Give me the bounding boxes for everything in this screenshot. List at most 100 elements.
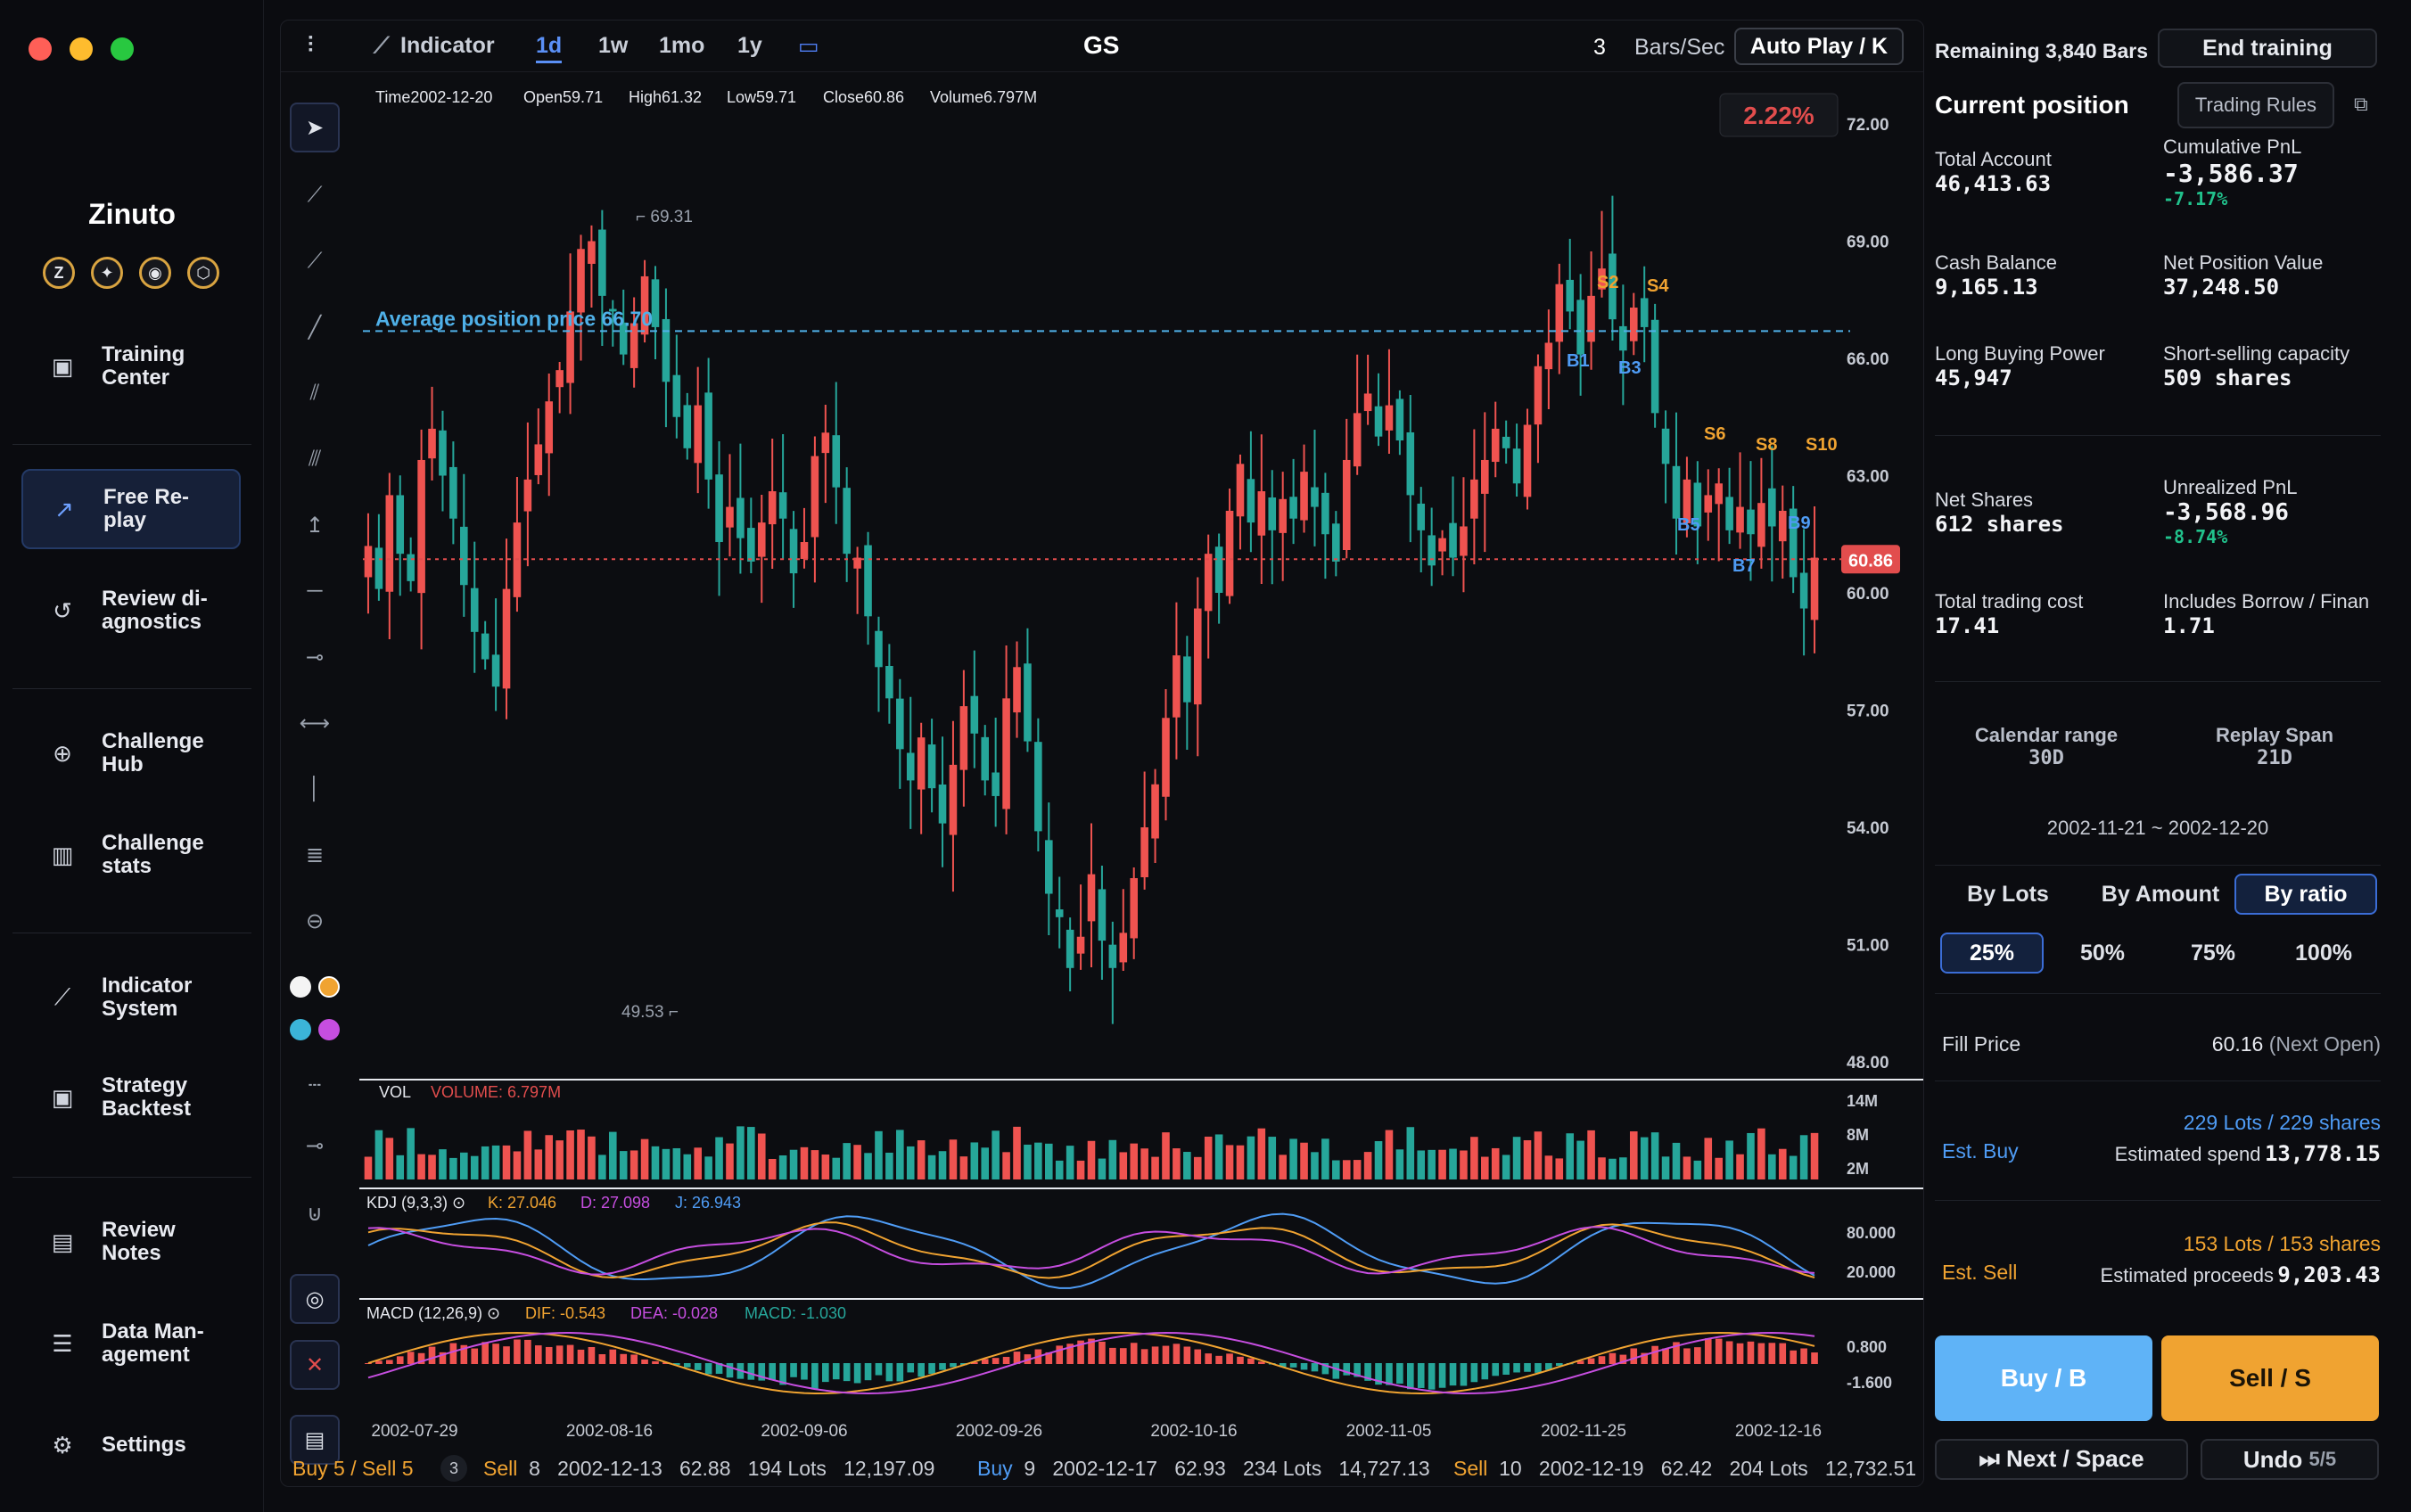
- candle-body: [811, 456, 819, 538]
- backtest-icon: ▣: [51, 1083, 74, 1111]
- auto-play-button[interactable]: Auto Play / K: [1734, 28, 1904, 65]
- macd-histogram-bar: [1258, 1361, 1265, 1364]
- color-white-swatch[interactable]: [290, 962, 340, 1012]
- indicator-button[interactable]: Indicator: [400, 33, 495, 58]
- macd-histogram-bar: [1099, 1341, 1106, 1364]
- sidebar-item-training-center[interactable]: ▣ Training Center: [21, 326, 241, 407]
- channel-tool-icon[interactable]: ⫽: [309, 381, 320, 405]
- trade-item[interactable]: Sell 8 2002-12-13 62.88 194 Lots 12,197.…: [483, 1457, 935, 1480]
- trade-item[interactable]: Sell 10 2002-12-19 62.42 204 Lots 12,732…: [1453, 1457, 1917, 1480]
- coin-star-icon[interactable]: ✦: [91, 257, 123, 289]
- volume-bar: [1650, 1132, 1659, 1179]
- notes-icon: ▤: [51, 1228, 74, 1255]
- extended-line-tool-icon[interactable]: ⟷: [299, 711, 331, 735]
- horizontal-ray-tool-icon[interactable]: ⊸: [305, 645, 325, 670]
- sidebar-item-free-replay[interactable]: ↗ Free Re- play: [21, 469, 241, 549]
- magnet-icon[interactable]: ⊍: [307, 1201, 323, 1226]
- candle-body: [1810, 557, 1819, 620]
- mode-by-ratio[interactable]: By ratio: [2234, 874, 2377, 915]
- ratio-100-button[interactable]: 100%: [2295, 940, 2352, 966]
- coin-hex-icon[interactable]: ⬡: [187, 257, 219, 289]
- candle-body: [1768, 488, 1776, 527]
- sidebar-item-indicator-system[interactable]: ⟋ Indicator System: [21, 957, 241, 1038]
- price-chart[interactable]: Time2002-12-20 Open59.71 High61.32 Low59.71…: [281, 21, 1924, 1487]
- horizontal-line-tool-icon[interactable]: ─: [307, 579, 323, 603]
- sidebar-item-challenge-hub[interactable]: ⊕ Challenge Hub: [21, 713, 241, 793]
- volume-bar: [1544, 1155, 1553, 1179]
- interval-1mo-tab[interactable]: 1mo: [659, 33, 705, 58]
- candle-body: [1576, 300, 1584, 355]
- next-bar-button[interactable]: ⏭ Next / Space: [1935, 1439, 2188, 1480]
- ratio-25-button[interactable]: 25%: [1940, 933, 2044, 974]
- parallel-tool-icon[interactable]: ⫻: [308, 447, 322, 471]
- macd-histogram-bar: [1237, 1356, 1244, 1364]
- ratio-50-button[interactable]: 50%: [2079, 940, 2126, 966]
- speed-value[interactable]: 3: [1593, 35, 1606, 60]
- minimize-window-button[interactable]: [70, 37, 93, 61]
- volume-bar: [1353, 1160, 1362, 1179]
- hide-drawings-icon[interactable]: ◎: [290, 1274, 340, 1324]
- cursor-tool-icon[interactable]: ➤: [290, 103, 340, 152]
- trading-panel: Remaining 3,840 Bars End training Curren…: [1935, 20, 2390, 1487]
- layout-toggle-icon[interactable]: ▭: [798, 34, 819, 59]
- volume-bar: [906, 1146, 915, 1179]
- mode-by-lots[interactable]: By Lots: [1967, 881, 2049, 907]
- vertical-arrow-tool-icon[interactable]: ↥: [305, 513, 325, 538]
- sidebar-item-review-notes[interactable]: ▤ Review Notes: [21, 1202, 241, 1282]
- macd-label: MACD (12,26,9) ⊙: [366, 1304, 500, 1322]
- ratio-75-button[interactable]: 75%: [2190, 940, 2236, 966]
- coin-z-icon[interactable]: Z: [43, 257, 75, 289]
- trading-rules-button[interactable]: Trading Rules: [2177, 82, 2334, 128]
- volume-bar: [1268, 1137, 1277, 1179]
- fib-tool-icon[interactable]: ≣: [305, 842, 325, 867]
- macd-histogram-bar: [417, 1352, 425, 1364]
- mode-by-amount[interactable]: By Amount: [2101, 881, 2220, 907]
- interval-1d-tab[interactable]: 1d: [536, 33, 563, 63]
- sidebar-item-data-management[interactable]: ☰ Data Man- agement: [21, 1303, 241, 1384]
- candle-body: [545, 401, 554, 454]
- line-tool-icon[interactable]: ╱: [308, 315, 322, 340]
- vertical-line-tool-icon[interactable]: │: [308, 777, 322, 801]
- trade-item[interactable]: Buy 9 2002-12-17 62.93 234 Lots 14,727.1…: [977, 1457, 1430, 1480]
- kdj-j-value: J: 26.943: [675, 1194, 741, 1212]
- end-training-button[interactable]: End training: [2158, 29, 2377, 68]
- volume-bar: [768, 1158, 777, 1179]
- candle-body: [1661, 428, 1670, 464]
- undo-button[interactable]: Undo 5/5: [2201, 1439, 2379, 1480]
- delete-drawings-icon[interactable]: ✕: [290, 1340, 340, 1390]
- candle-body: [1321, 492, 1329, 535]
- gear-icon: ⚙: [52, 1431, 73, 1459]
- trade-summary[interactable]: Buy 5 / Sell 5: [292, 1457, 414, 1480]
- trade-marker: B5: [1677, 515, 1700, 535]
- collapse-panel-icon[interactable]: ⧉: [2354, 93, 2368, 115]
- line-style-icon[interactable]: ┄: [308, 1072, 322, 1097]
- color-cyan-swatch[interactable]: [290, 1005, 340, 1055]
- date-axis-tick: 2002-11-25: [1541, 1422, 1626, 1441]
- maximize-window-button[interactable]: [111, 37, 134, 61]
- sidebar-item-strategy-backtest[interactable]: ▣ Strategy Backtest: [21, 1057, 241, 1138]
- volume-bar: [1481, 1156, 1489, 1179]
- interval-1w-tab[interactable]: 1w: [598, 33, 629, 58]
- line-width-slider-icon[interactable]: ⊸: [305, 1133, 325, 1158]
- sidebar-item-review-diagnostics[interactable]: ↺ Review di- agnostics: [21, 571, 241, 651]
- macd-histogram-bar: [790, 1363, 797, 1377]
- close-window-button[interactable]: [29, 37, 52, 61]
- buy-button[interactable]: Buy / B: [1935, 1335, 2152, 1421]
- volume-bar: [1725, 1140, 1733, 1179]
- settings-sliders-icon[interactable]: ⫶: [308, 33, 314, 58]
- macd-histogram-bar: [514, 1339, 521, 1364]
- sidebar-item-settings[interactable]: ⚙ Settings: [21, 1405, 241, 1485]
- sidebar-item-label: Challenge Hub: [102, 729, 204, 777]
- coin-circle-icon[interactable]: ◉: [139, 257, 171, 289]
- ray-tool-icon[interactable]: ⟋: [307, 249, 323, 273]
- sidebar-item-challenge-stats[interactable]: ▥ Challenge stats: [21, 815, 241, 895]
- interval-1y-tab[interactable]: 1y: [737, 33, 762, 58]
- sell-button[interactable]: Sell / S: [2161, 1335, 2379, 1421]
- stat-long-buying-power: Long Buying Power 45,947: [1935, 342, 2105, 390]
- trend-line-tool-icon[interactable]: ⟋: [307, 183, 323, 207]
- measure-tool-icon[interactable]: ⊖: [305, 908, 325, 933]
- macd-histogram-bar: [1002, 1357, 1010, 1364]
- notes-tool-icon[interactable]: ▤: [290, 1415, 340, 1465]
- volume-bar: [588, 1136, 596, 1179]
- macd-histogram-bar: [811, 1363, 819, 1390]
